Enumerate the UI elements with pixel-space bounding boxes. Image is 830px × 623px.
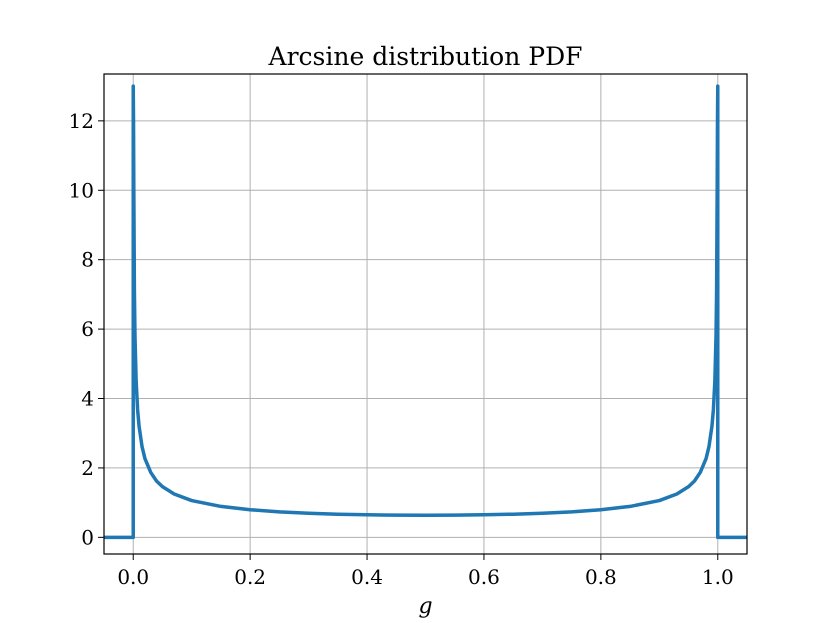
y-tick-label: 8 <box>81 248 94 272</box>
series-layer <box>104 84 747 540</box>
chart-title: Arcsine distribution PDF <box>268 42 583 71</box>
x-tick-label: 0.0 <box>117 565 149 589</box>
x-tick-label: 0.8 <box>585 565 617 589</box>
y-tick-label: 6 <box>81 317 94 341</box>
x-tick-label: 1.0 <box>702 565 734 589</box>
pdf-line <box>104 84 747 540</box>
x-tick-label: 0.6 <box>468 565 500 589</box>
y-tick-label: 2 <box>81 456 94 480</box>
tick-layer: 0.0 0.2 0.4 0.6 0.8 1.0 0 2 4 6 8 10 12 <box>69 109 734 589</box>
y-tick-label: 10 <box>69 178 94 202</box>
x-tick-label: 0.2 <box>234 565 266 589</box>
y-tick-label: 4 <box>81 387 94 411</box>
x-axis-label: g <box>418 594 432 619</box>
axes-frame <box>103 73 748 555</box>
grid-lines <box>104 74 747 554</box>
y-tick-label: 12 <box>69 109 94 133</box>
x-tick-label: 0.4 <box>351 565 383 589</box>
y-tick-label: 0 <box>81 525 94 549</box>
